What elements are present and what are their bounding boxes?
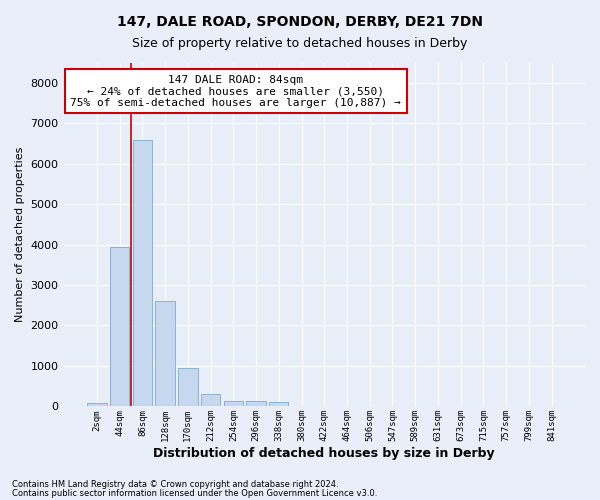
Bar bbox=[224, 401, 243, 406]
Bar bbox=[155, 301, 175, 406]
Bar bbox=[87, 403, 107, 406]
X-axis label: Distribution of detached houses by size in Derby: Distribution of detached houses by size … bbox=[154, 447, 495, 460]
Text: 147, DALE ROAD, SPONDON, DERBY, DE21 7DN: 147, DALE ROAD, SPONDON, DERBY, DE21 7DN bbox=[117, 15, 483, 29]
Y-axis label: Number of detached properties: Number of detached properties bbox=[15, 147, 25, 322]
Bar bbox=[201, 394, 220, 406]
Bar bbox=[133, 140, 152, 406]
Bar bbox=[178, 368, 197, 406]
Text: Size of property relative to detached houses in Derby: Size of property relative to detached ho… bbox=[133, 38, 467, 51]
Text: 147 DALE ROAD: 84sqm
← 24% of detached houses are smaller (3,550)
75% of semi-de: 147 DALE ROAD: 84sqm ← 24% of detached h… bbox=[70, 74, 401, 108]
Bar bbox=[110, 246, 130, 406]
Bar bbox=[247, 401, 266, 406]
Bar bbox=[269, 402, 289, 406]
Text: Contains public sector information licensed under the Open Government Licence v3: Contains public sector information licen… bbox=[12, 488, 377, 498]
Text: Contains HM Land Registry data © Crown copyright and database right 2024.: Contains HM Land Registry data © Crown c… bbox=[12, 480, 338, 489]
